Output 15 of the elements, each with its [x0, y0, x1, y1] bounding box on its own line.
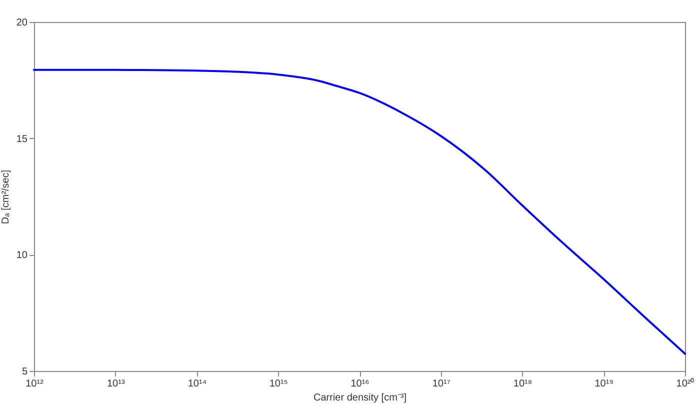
x-tick-label: 10¹³: [106, 378, 126, 390]
y-axis-title: Dₐ [cm²/sec]: [0, 170, 12, 224]
y-tick-label: 10: [16, 250, 28, 262]
x-tick-label: 10²⁰: [676, 378, 695, 390]
x-tick-label: 10¹²: [26, 378, 44, 390]
x-tick-label: 10¹⁹: [594, 378, 614, 390]
y-tick-label: 15: [16, 134, 28, 145]
y-tick-label: 5: [22, 366, 28, 378]
x-tick-label: 10¹⁵: [269, 378, 288, 390]
y-tick-label: 20: [16, 18, 28, 28]
x-tick-label: 10¹⁴: [188, 378, 207, 390]
x-axis-title: Carrier density [cm⁻³]: [313, 392, 407, 404]
x-tick-label: 10¹⁸: [513, 378, 532, 390]
x-tick-label: 10¹⁶: [350, 378, 370, 390]
x-tick-label: 10¹⁷: [432, 378, 451, 390]
